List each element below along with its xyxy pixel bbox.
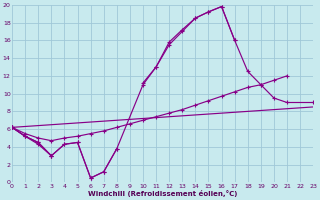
X-axis label: Windchill (Refroidissement éolien,°C): Windchill (Refroidissement éolien,°C) bbox=[88, 190, 237, 197]
